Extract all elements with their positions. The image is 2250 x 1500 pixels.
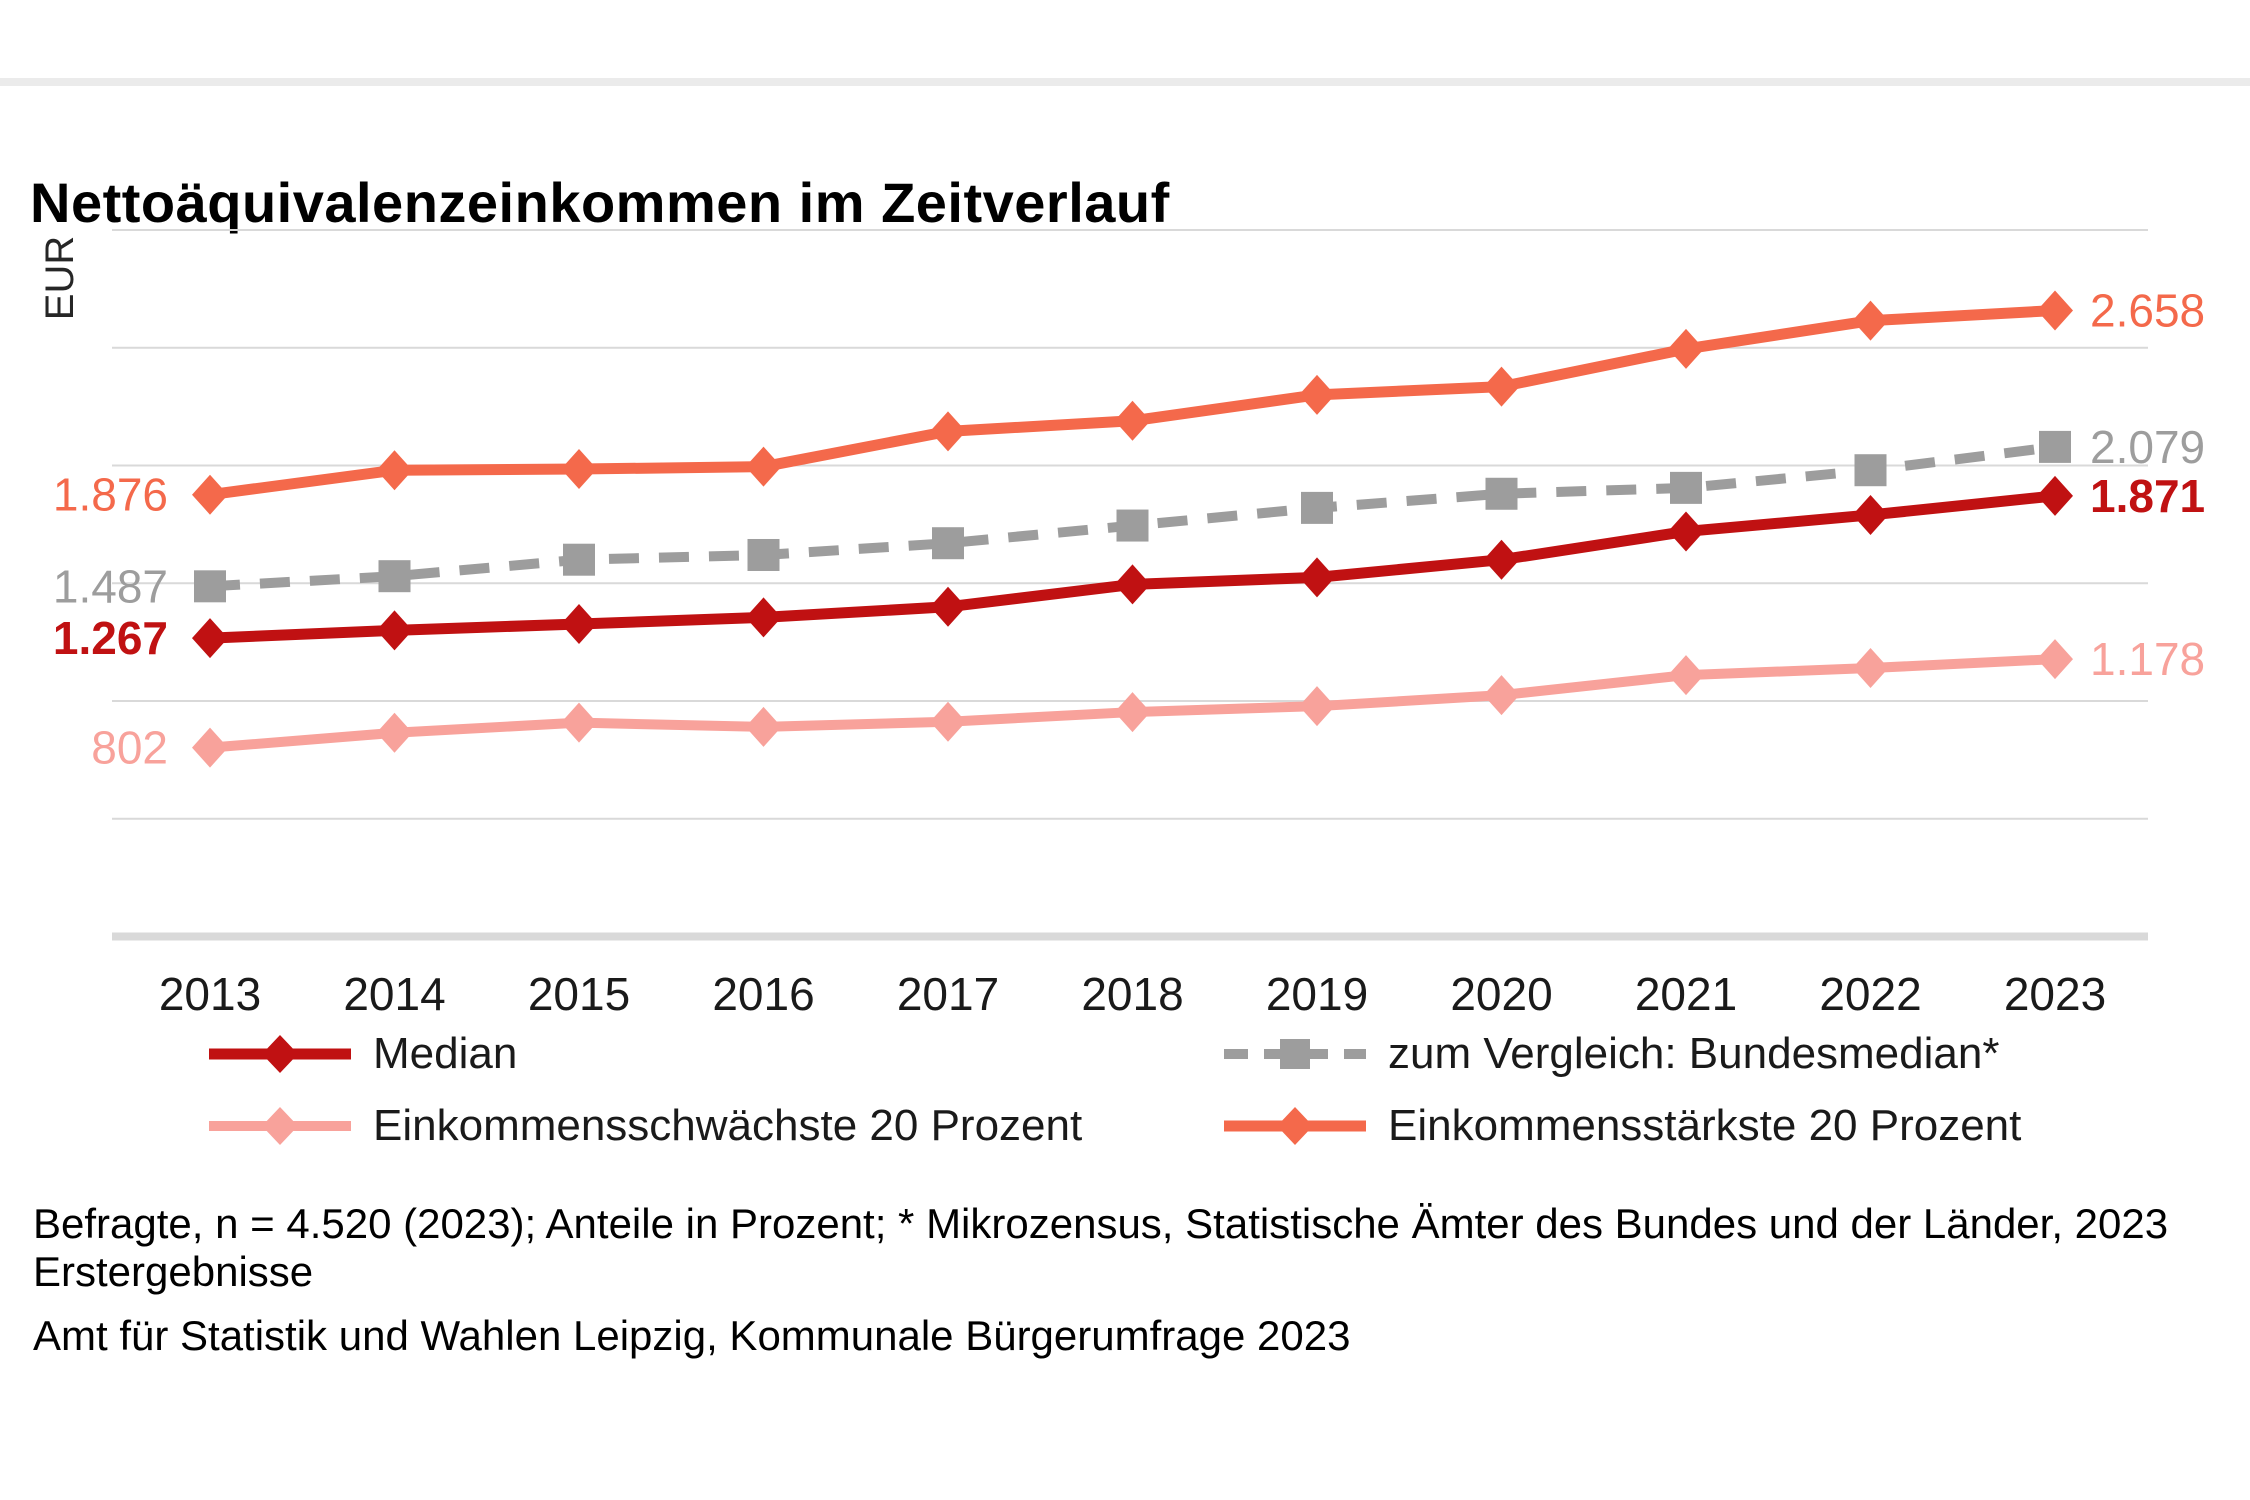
data-point-marker (561, 702, 597, 743)
data-point-marker (2039, 430, 2071, 463)
data-point-marker (930, 701, 966, 742)
legend-swatch-einkommensschwaechste-icon (209, 1107, 351, 1145)
data-point-marker (1114, 692, 1151, 733)
data-label-first: 1.876 (53, 469, 168, 521)
data-label-first: 1.267 (53, 612, 168, 664)
x-axis-label: 2019 (1266, 968, 1368, 1020)
x-axis-line (112, 932, 2148, 941)
x-axis-label: 2014 (343, 968, 445, 1020)
legend-label-bundesmedian: zum Vergleich: Bundesmedian* (1388, 1029, 2000, 1078)
data-point-marker (1114, 400, 1151, 441)
x-axis-label: 2016 (712, 968, 814, 1020)
data-point-marker (1483, 539, 1520, 580)
data-point-marker (378, 560, 411, 593)
data-point-marker (745, 446, 782, 487)
data-point-marker (745, 597, 782, 638)
data-label-last: 2.079 (2090, 421, 2205, 473)
data-point-marker (1483, 675, 1520, 716)
chart-title: Nettoäquivalenzeinkommen im Zeitverlauf (30, 170, 1170, 234)
data-point-marker (1116, 509, 1149, 542)
data-point-marker (2037, 639, 2073, 680)
data-point-marker (376, 450, 413, 491)
data-point-marker (1852, 648, 1889, 689)
x-axis-label: 2020 (1450, 968, 1552, 1020)
data-point-marker (2037, 290, 2073, 331)
data-point-marker (1301, 491, 1333, 524)
data-label-first: 802 (91, 722, 168, 774)
data-point-marker (1668, 328, 1704, 369)
data-point-marker (1114, 564, 1151, 605)
source-note: Amt für Statistik und Wahlen Leipzig, Ko… (33, 1312, 1351, 1359)
data-point-marker (930, 586, 966, 627)
data-label-last: 1.178 (2090, 633, 2205, 685)
data-point-marker (194, 570, 226, 603)
data-point-marker (376, 610, 413, 651)
data-point-marker (192, 618, 228, 659)
data-point-marker (376, 712, 413, 753)
x-axis-label: 2022 (1819, 968, 1921, 1020)
data-point-marker (561, 449, 597, 490)
x-axis-label: 2015 (528, 968, 630, 1020)
legend-label-einkommensschwaechste: Einkommensschwächste 20 Prozent (373, 1101, 1083, 1150)
legend-label-median: Median (373, 1029, 518, 1078)
data-point-marker (930, 411, 966, 452)
data-label-last: 2.658 (2090, 285, 2205, 337)
data-point-marker (1299, 686, 1335, 727)
legend-item-median: Median (205, 1029, 518, 1078)
x-axis-label: 2017 (897, 968, 999, 1020)
data-point-marker (747, 538, 780, 571)
data-point-marker (1299, 374, 1335, 415)
data-point-marker (2037, 475, 2073, 516)
data-point-marker (1852, 494, 1889, 535)
footnote-line-1: Befragte, n = 4.520 (2023); Anteile in P… (33, 1200, 2169, 1247)
data-point-marker (1670, 471, 1702, 504)
data-point-marker (563, 543, 595, 576)
data-point-marker (1485, 477, 1518, 510)
footnotes: Befragte, n = 4.520 (2023); Anteile in P… (33, 1200, 2233, 1360)
top-divider (0, 78, 2250, 86)
data-point-marker (745, 706, 782, 747)
data-point-marker (561, 603, 597, 644)
legend-swatch-median-icon (209, 1035, 351, 1073)
data-point-marker (192, 727, 228, 768)
data-label-last: 1.871 (2090, 470, 2205, 522)
x-axis-label: 2018 (1081, 968, 1183, 1020)
data-point-marker (1668, 655, 1704, 696)
data-point-marker (1299, 557, 1335, 598)
data-point-marker (1852, 300, 1889, 341)
data-label-first: 1.487 (53, 560, 168, 612)
legend-label-einkommensstaerkste: Einkommensstärkste 20 Prozent (1388, 1101, 2022, 1150)
footnote-line-2: Erstergebnisse (33, 1248, 314, 1295)
data-point-marker (932, 527, 964, 560)
legend-item-einkommensstaerkste: Einkommensstärkste 20 Prozent (1220, 1101, 2022, 1150)
legend-item-einkommensschwaechste: Einkommensschwächste 20 Prozent (205, 1101, 1083, 1150)
x-axis-label: 2023 (2004, 968, 2106, 1020)
x-axis-label: 2021 (1635, 968, 1737, 1020)
legend-swatch-bundesmedian-icon (1224, 1039, 1366, 1069)
legend-item-bundesmedian: zum Vergleich: Bundesmedian* (1220, 1029, 2000, 1078)
data-point-marker (1483, 366, 1520, 407)
data-point-marker (1668, 511, 1704, 552)
data-point-marker (192, 474, 228, 515)
x-axis-label: 2013 (159, 968, 261, 1020)
data-point-marker (1854, 454, 1887, 487)
legend-swatch-einkommensstaerkste-icon (1224, 1107, 1366, 1145)
